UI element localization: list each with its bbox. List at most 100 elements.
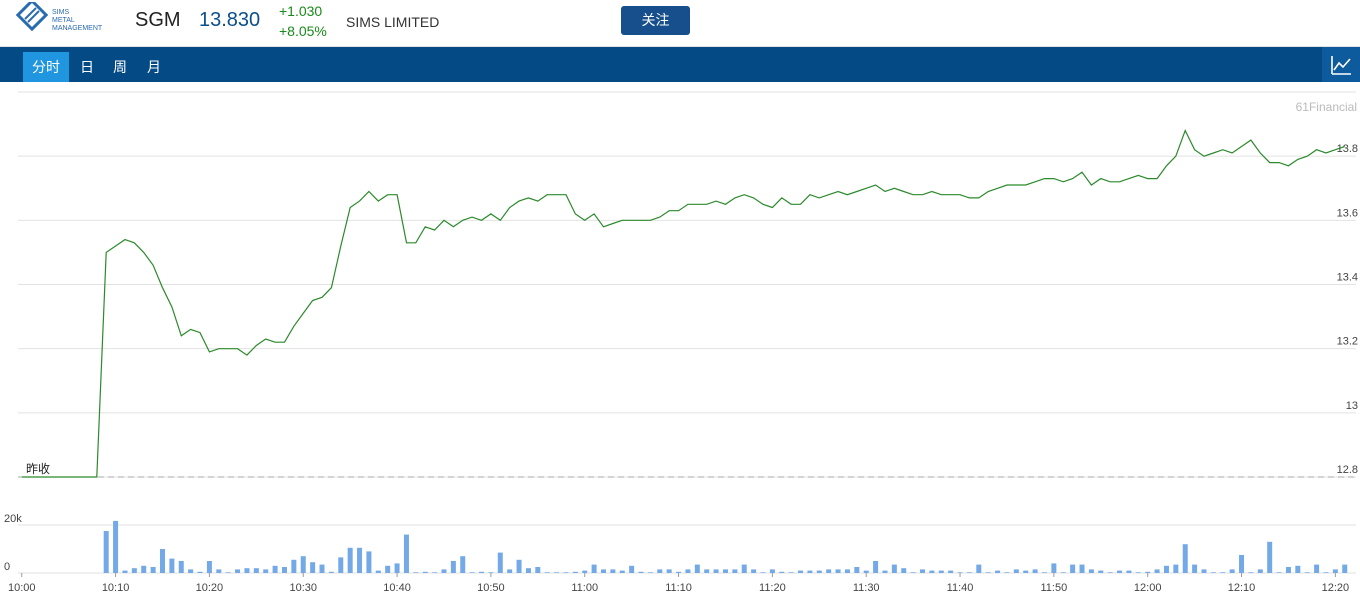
volume-bar <box>1220 572 1226 573</box>
volume-bar <box>141 565 147 573</box>
volume-bar <box>300 556 306 573</box>
volume-bar <box>544 572 550 573</box>
watermark: 61Financial <box>1296 100 1357 114</box>
volume-bar <box>497 552 503 573</box>
volume-bar <box>328 571 334 573</box>
y-tick-label: 0 <box>4 561 10 573</box>
volume-bar <box>488 572 494 573</box>
volume-bar <box>525 568 531 573</box>
volume-bar <box>1041 572 1047 573</box>
y-tick-label: 13.4 <box>1337 272 1358 284</box>
volume-bar <box>572 571 578 573</box>
volume-bar <box>1239 555 1245 573</box>
volume-bar <box>169 558 175 573</box>
tab[interactable]: 分时 <box>23 52 69 82</box>
volume-bar <box>310 562 316 573</box>
follow-button[interactable]: 关注 <box>621 6 690 35</box>
volume-bar <box>554 572 560 573</box>
logo-text: METAL <box>52 17 75 24</box>
volume-bar <box>197 571 203 573</box>
volume-bar <box>1201 569 1207 573</box>
volume-bar <box>131 568 137 573</box>
volume-bar <box>816 570 822 573</box>
volume-bar <box>826 569 832 573</box>
volume-bar <box>582 570 588 573</box>
tab[interactable]: 周 <box>113 59 127 75</box>
volume-bar <box>1248 572 1254 573</box>
volume-bar <box>235 569 241 573</box>
symbol: SGM <box>135 9 181 31</box>
volume-bar <box>1267 541 1273 573</box>
price: 13.830 <box>199 9 261 31</box>
volume-bar <box>263 569 269 573</box>
logo-text: SIMS <box>52 9 69 16</box>
volume-bar <box>1070 564 1076 573</box>
volume-bar <box>338 557 344 573</box>
volume-bar <box>1117 570 1123 573</box>
volume-bar <box>507 569 513 573</box>
volume-bar <box>460 556 466 573</box>
volume-bar <box>1342 564 1348 573</box>
volume-bar <box>225 572 231 573</box>
volume-bar <box>910 572 916 573</box>
tab[interactable]: 日 <box>80 59 94 75</box>
volume-bar <box>1145 571 1151 573</box>
volume-bar <box>516 559 522 573</box>
volume-bar <box>835 569 841 573</box>
tab[interactable]: 月 <box>147 59 161 75</box>
x-tick-label: 10:40 <box>383 582 411 594</box>
volume-bar <box>732 569 738 573</box>
volume-bar <box>760 572 766 573</box>
volume-bar <box>966 572 972 573</box>
y-tick-label: 20k <box>4 513 22 525</box>
volume-bar <box>647 572 653 573</box>
volume-bar <box>319 564 325 573</box>
volume-bar <box>272 565 278 573</box>
x-tick-label: 11:50 <box>1041 582 1068 594</box>
change: +1.030 <box>279 3 323 19</box>
volume-bar <box>1314 564 1320 573</box>
volume-bar <box>807 570 813 573</box>
volume-bar <box>741 564 747 573</box>
volume-bar <box>1126 570 1132 573</box>
volume-bar <box>1107 572 1113 573</box>
x-tick-label: 10:10 <box>102 582 130 594</box>
y-tick-label: 13.6 <box>1337 207 1358 219</box>
volume-bar <box>281 567 287 573</box>
volume-bar <box>1192 564 1198 573</box>
chart-toggle[interactable] <box>1322 47 1360 82</box>
price-line <box>21 128 1345 478</box>
volume-bar <box>882 570 888 573</box>
volume-bar <box>873 561 879 573</box>
volume-bar <box>854 567 860 573</box>
volume-bar <box>1173 564 1179 573</box>
volume-bar <box>385 565 391 573</box>
volume-bar <box>1098 570 1104 573</box>
volume-bar <box>769 569 775 573</box>
volume-bar <box>610 569 616 573</box>
prev-close-label: 昨收 <box>26 462 50 476</box>
y-tick-label: 13.2 <box>1337 336 1358 348</box>
volume-bar <box>976 564 982 573</box>
logo[interactable]: SIMS METAL MANAGEMENT <box>16 2 106 40</box>
volume-bar <box>619 570 625 573</box>
volume-bar <box>1210 572 1216 573</box>
volume-bar <box>1229 569 1235 573</box>
x-tick-label: 11:00 <box>571 582 598 594</box>
volume-bar <box>938 570 944 573</box>
x-tick-label: 10:20 <box>196 582 224 594</box>
volume-bar <box>694 564 700 573</box>
x-tick-label: 10:30 <box>289 582 317 594</box>
volume-bar <box>535 567 541 573</box>
volume-bar <box>1079 564 1085 573</box>
x-tick-label: 12:20 <box>1322 582 1350 594</box>
volume-bar <box>920 569 926 573</box>
volume-bar <box>450 561 456 573</box>
volume-bar <box>1004 572 1010 573</box>
volume-bar <box>948 570 954 573</box>
volume-bar <box>216 569 222 573</box>
volume-bar <box>347 547 353 573</box>
y-tick-label: 13.8 <box>1337 143 1358 155</box>
tab-bar: 分时 日 周 月 <box>0 47 1360 82</box>
